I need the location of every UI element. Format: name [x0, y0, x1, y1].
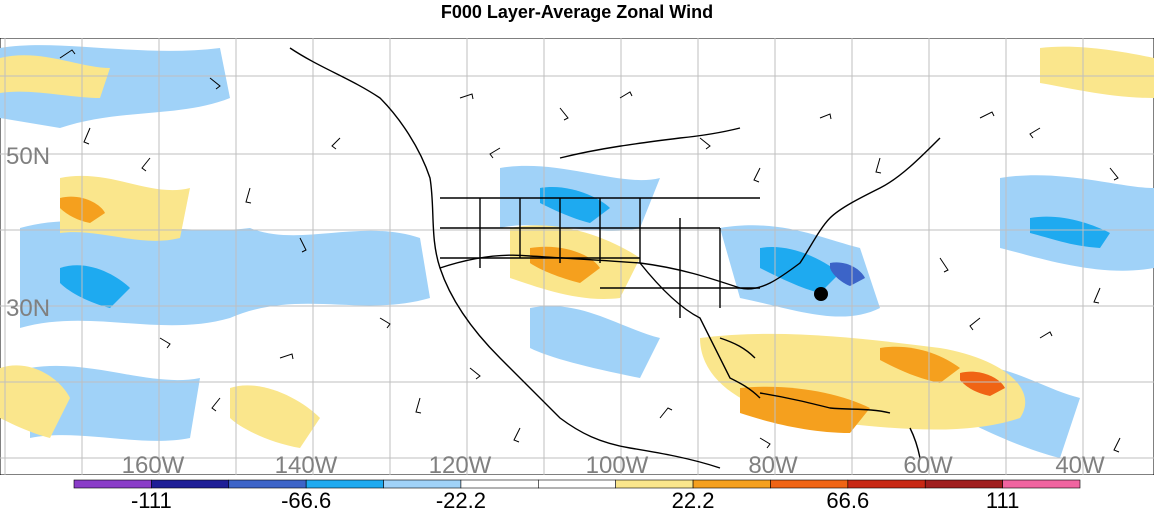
- lon-label-80w: 80W: [748, 452, 798, 475]
- lat-label-50n: 50N: [6, 143, 50, 170]
- colorbar-tick-label: 22.2: [672, 488, 715, 511]
- colorbar-box: [770, 479, 849, 489]
- chart-title: F000 Layer-Average Zonal Wind: [440, 2, 714, 22]
- contour-field-positive: [0, 46, 1154, 448]
- colorbar-box: [924, 479, 1003, 489]
- storm-position-marker: [814, 287, 828, 301]
- colorbar-boxes: [73, 479, 1081, 489]
- wind-barbs: [59, 49, 1121, 453]
- colorbar-box: [228, 479, 307, 489]
- lon-label-40w: 40W: [1055, 452, 1105, 475]
- lon-label-140w: 140W: [275, 452, 338, 475]
- colorbar: -111 -66.6 -22.2 22.2 66.6 111: [73, 479, 1081, 511]
- colorbar-box: [615, 479, 694, 489]
- coastlines: [289, 47, 941, 469]
- colorbar-tick-label: -66.6: [281, 488, 331, 511]
- lon-label-60w: 60W: [903, 452, 953, 475]
- lon-label-120w: 120W: [429, 452, 492, 475]
- colorbar-box: [1002, 479, 1081, 489]
- colorbar-tick-label: 66.6: [826, 488, 869, 511]
- colorbar-tick-label: -22.2: [436, 488, 486, 511]
- colorbar-tick-label: 111: [986, 488, 1019, 511]
- colorbar-box: [383, 479, 462, 489]
- colorbar-box: [460, 479, 539, 489]
- lat-label-30n: 30N: [6, 295, 50, 322]
- wind-map: 50N 30N 160W 140W 120W 100W 80W 60W 40W: [0, 38, 1154, 475]
- graticule: [0, 38, 1154, 475]
- colorbar-box: [538, 479, 616, 489]
- colorbar-box: [151, 479, 230, 489]
- lon-label-160w: 160W: [122, 452, 185, 475]
- contour-field-negative: [0, 45, 1154, 458]
- lon-label-100w: 100W: [586, 452, 649, 475]
- colorbar-box: [692, 479, 771, 489]
- colorbar-box: [73, 479, 152, 489]
- colorbar-tick-label: -111: [131, 488, 172, 511]
- colorbar-box: [305, 479, 384, 489]
- colorbar-box: [847, 479, 926, 489]
- colorbar-labels: -111 -66.6 -22.2 22.2 66.6 111: [131, 488, 1019, 511]
